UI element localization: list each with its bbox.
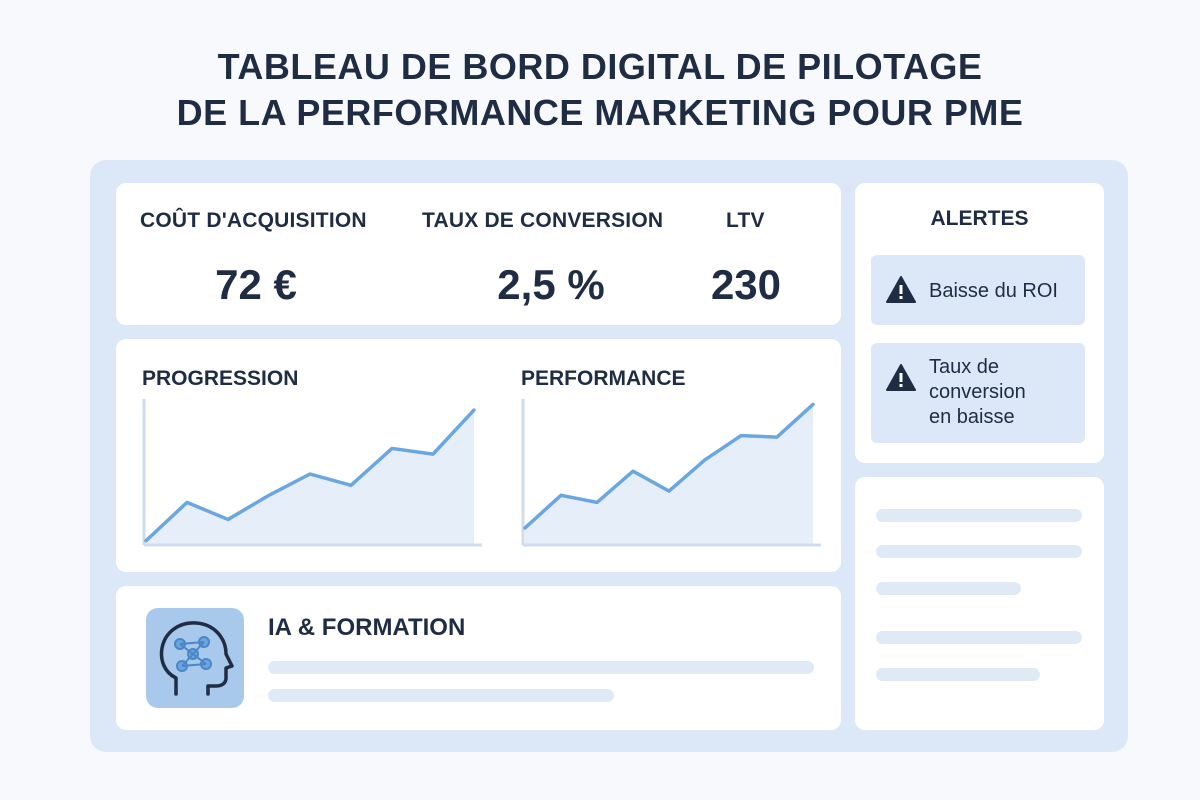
performance-chart <box>521 399 821 547</box>
charts-card: PROGRESSION PERFORMANCE <box>116 339 841 572</box>
text-placeholder-line <box>876 545 1082 558</box>
alert-text-line: conversion <box>929 381 1026 403</box>
text-placeholder-line <box>876 631 1082 644</box>
ia-formation-title: IA & FORMATION <box>268 614 466 641</box>
text-placeholder-line <box>268 661 814 674</box>
alert-text-roi: Baisse du ROI <box>929 279 1058 304</box>
alert-text-line: Taux de <box>929 356 1000 378</box>
chart-title-performance: PERFORMANCE <box>521 367 686 390</box>
alert-text-conversion: Taux de conversion en baisse <box>929 355 1026 430</box>
chart-title-progression: PROGRESSION <box>142 367 299 390</box>
text-placeholder-line <box>876 668 1040 681</box>
side-placeholder-card <box>855 477 1104 730</box>
kpi-card: COÛT D'ACQUISITION 72 € TAUX DE CONVERSI… <box>116 183 841 325</box>
alert-text-line: en baisse <box>929 406 1015 428</box>
alert-item-roi[interactable]: Baisse du ROI <box>871 255 1085 325</box>
alerts-card: ALERTES Baisse du ROI Taux de conversion… <box>855 183 1104 463</box>
kpi-label-conversion-rate: TAUX DE CONVERSION <box>422 209 664 232</box>
kpi-label-acquisition-cost: COÛT D'ACQUISITION <box>140 209 367 232</box>
chart-area-fill <box>525 404 813 545</box>
page-title-line-2: DE LA PERFORMANCE MARKETING POUR PME <box>176 92 1024 133</box>
warning-icon <box>886 276 916 303</box>
ia-formation-card: IA & FORMATION <box>116 586 841 730</box>
brain-head-icon <box>146 608 244 708</box>
alerts-title: ALERTES <box>930 207 1029 230</box>
alert-text-line: Baisse du ROI <box>929 280 1058 302</box>
kpi-value-conversion-rate: 2,5 % <box>497 261 605 308</box>
text-placeholder-line <box>268 689 614 702</box>
progression-chart <box>142 399 482 547</box>
kpi-label-ltv: LTV <box>726 209 765 232</box>
alert-item-conversion[interactable]: Taux de conversion en baisse <box>871 343 1085 443</box>
chart-area-fill <box>146 410 474 545</box>
text-placeholder-line <box>876 509 1082 522</box>
kpi-value-acquisition-cost: 72 € <box>215 261 297 308</box>
text-placeholder-line <box>876 582 1021 595</box>
kpi-value-ltv: 230 <box>710 261 782 308</box>
page-title-line-1: TABLEAU DE BORD DIGITAL DE PILOTAGE <box>217 46 983 87</box>
page-title: TABLEAU DE BORD DIGITAL DE PILOTAGE DE L… <box>0 44 1200 136</box>
warning-icon <box>886 364 916 391</box>
